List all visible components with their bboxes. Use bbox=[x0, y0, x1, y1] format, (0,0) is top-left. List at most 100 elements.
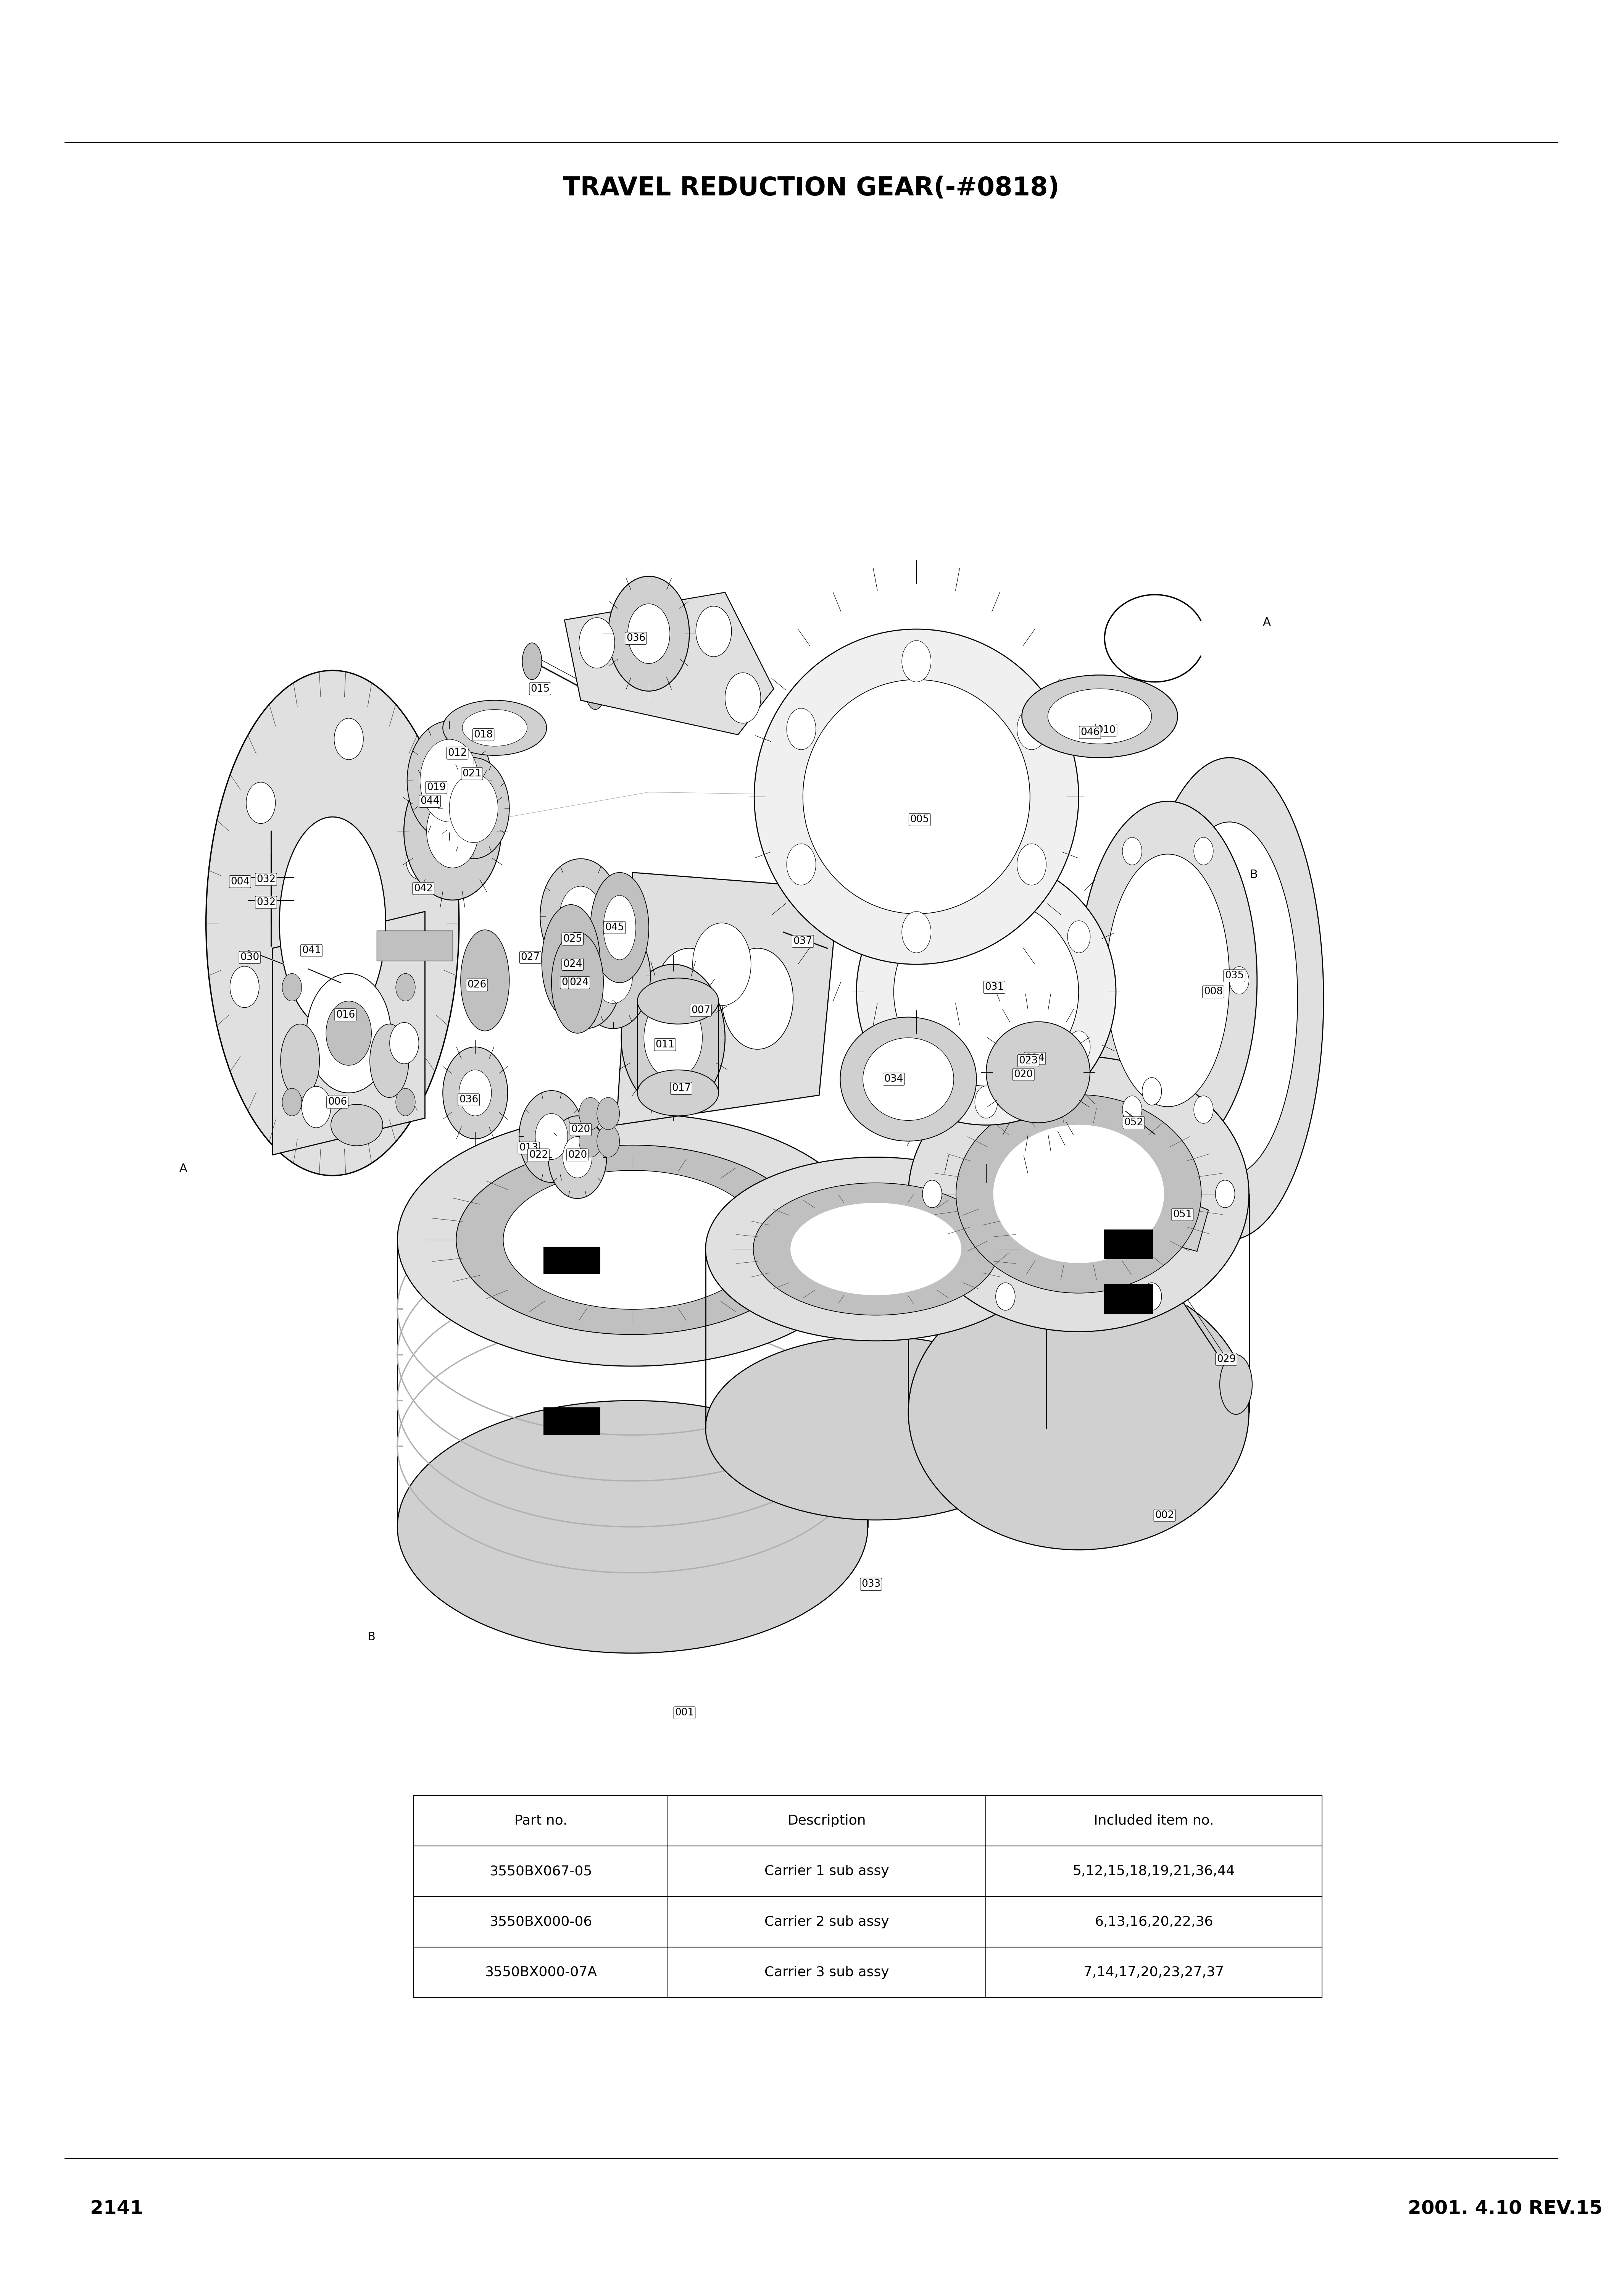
Text: 3550BX000-06: 3550BX000-06 bbox=[490, 1915, 592, 1929]
Ellipse shape bbox=[456, 1146, 809, 1334]
Circle shape bbox=[1229, 967, 1249, 994]
Text: 002: 002 bbox=[1155, 1511, 1174, 1520]
Circle shape bbox=[693, 923, 751, 1006]
Text: TRAVEL REDUCTION GEAR(-#0818): TRAVEL REDUCTION GEAR(-#0818) bbox=[563, 177, 1059, 200]
Circle shape bbox=[1142, 1283, 1161, 1311]
Text: 037: 037 bbox=[793, 937, 813, 946]
Text: 011: 011 bbox=[655, 1040, 675, 1049]
Text: 033: 033 bbox=[861, 1580, 881, 1589]
Circle shape bbox=[563, 1137, 592, 1178]
Circle shape bbox=[230, 967, 260, 1008]
Circle shape bbox=[540, 859, 621, 974]
Circle shape bbox=[996, 1077, 1015, 1104]
Ellipse shape bbox=[955, 1095, 1202, 1293]
Text: 020: 020 bbox=[571, 1125, 590, 1134]
Text: 020: 020 bbox=[568, 1150, 587, 1159]
Text: 018: 018 bbox=[474, 730, 493, 739]
Text: A: A bbox=[180, 1164, 187, 1173]
Text: 013: 013 bbox=[519, 1143, 539, 1153]
Ellipse shape bbox=[856, 859, 1116, 1125]
Circle shape bbox=[597, 1125, 620, 1157]
Text: 012: 012 bbox=[448, 748, 467, 758]
Ellipse shape bbox=[281, 1024, 320, 1097]
Text: 025: 025 bbox=[563, 934, 582, 944]
Text: 005: 005 bbox=[910, 815, 929, 824]
Text: B: B bbox=[368, 1632, 375, 1642]
Ellipse shape bbox=[637, 1070, 719, 1116]
Circle shape bbox=[406, 838, 435, 879]
Circle shape bbox=[996, 1283, 1015, 1311]
Bar bbox=[376, 930, 453, 960]
Ellipse shape bbox=[1106, 854, 1229, 1107]
Circle shape bbox=[597, 1097, 620, 1130]
Text: Carrier 2 sub assy: Carrier 2 sub assy bbox=[764, 1915, 889, 1929]
Circle shape bbox=[608, 576, 689, 691]
Text: 009: 009 bbox=[561, 978, 581, 987]
Ellipse shape bbox=[908, 1274, 1249, 1550]
Circle shape bbox=[1017, 707, 1046, 748]
Ellipse shape bbox=[908, 1056, 1249, 1332]
Circle shape bbox=[579, 618, 615, 668]
Text: 044: 044 bbox=[420, 797, 440, 806]
Circle shape bbox=[568, 953, 603, 1003]
Bar bbox=[414, 1947, 668, 1998]
Ellipse shape bbox=[590, 872, 649, 983]
Circle shape bbox=[560, 886, 602, 946]
Circle shape bbox=[1215, 1180, 1234, 1208]
Circle shape bbox=[722, 948, 793, 1049]
Ellipse shape bbox=[1220, 1355, 1252, 1414]
Text: 5,12,15,18,19,21,36,44: 5,12,15,18,19,21,36,44 bbox=[1072, 1864, 1234, 1878]
Text: Included item no.: Included item no. bbox=[1093, 1814, 1213, 1828]
Ellipse shape bbox=[503, 1171, 762, 1309]
Circle shape bbox=[923, 1180, 942, 1208]
Circle shape bbox=[404, 762, 501, 900]
Bar bbox=[668, 1947, 986, 1998]
Text: 031: 031 bbox=[985, 983, 1004, 992]
Circle shape bbox=[1142, 1077, 1161, 1104]
Text: 024: 024 bbox=[569, 978, 589, 987]
Bar bbox=[543, 1407, 600, 1435]
Ellipse shape bbox=[206, 670, 459, 1176]
Circle shape bbox=[396, 1088, 415, 1116]
Ellipse shape bbox=[803, 680, 1030, 914]
Circle shape bbox=[787, 707, 816, 748]
Text: 019: 019 bbox=[427, 783, 446, 792]
Ellipse shape bbox=[754, 629, 1079, 964]
Ellipse shape bbox=[1048, 689, 1152, 744]
Ellipse shape bbox=[461, 930, 509, 1031]
Ellipse shape bbox=[1161, 822, 1298, 1176]
Ellipse shape bbox=[586, 673, 605, 709]
Bar bbox=[414, 1846, 668, 1896]
Ellipse shape bbox=[706, 1157, 1046, 1341]
Text: 001: 001 bbox=[675, 1708, 694, 1717]
Ellipse shape bbox=[443, 700, 547, 755]
Polygon shape bbox=[564, 592, 774, 735]
Text: Part no.: Part no. bbox=[514, 1814, 568, 1828]
Ellipse shape bbox=[637, 978, 719, 1024]
Text: 2141: 2141 bbox=[91, 2200, 143, 2218]
Circle shape bbox=[1067, 1031, 1090, 1063]
Circle shape bbox=[459, 1070, 491, 1116]
Circle shape bbox=[1067, 921, 1090, 953]
Bar bbox=[986, 1896, 1322, 1947]
Text: 010: 010 bbox=[1096, 726, 1116, 735]
Ellipse shape bbox=[1135, 758, 1324, 1240]
Bar bbox=[986, 1846, 1322, 1896]
Text: 036: 036 bbox=[626, 634, 646, 643]
Ellipse shape bbox=[551, 932, 603, 1033]
Text: 046: 046 bbox=[1080, 728, 1100, 737]
Ellipse shape bbox=[462, 709, 527, 746]
Circle shape bbox=[302, 1086, 331, 1127]
Circle shape bbox=[576, 923, 650, 1029]
Text: B: B bbox=[1251, 870, 1257, 879]
Bar bbox=[1105, 1231, 1153, 1258]
Text: 042: 042 bbox=[414, 884, 433, 893]
Ellipse shape bbox=[986, 1022, 1090, 1123]
Circle shape bbox=[1087, 967, 1106, 994]
Ellipse shape bbox=[840, 1017, 976, 1141]
Circle shape bbox=[449, 774, 498, 843]
Circle shape bbox=[389, 1022, 418, 1063]
Circle shape bbox=[1194, 838, 1213, 866]
Text: 6,13,16,20,22,36: 6,13,16,20,22,36 bbox=[1095, 1915, 1213, 1929]
Bar bbox=[668, 1795, 986, 1846]
